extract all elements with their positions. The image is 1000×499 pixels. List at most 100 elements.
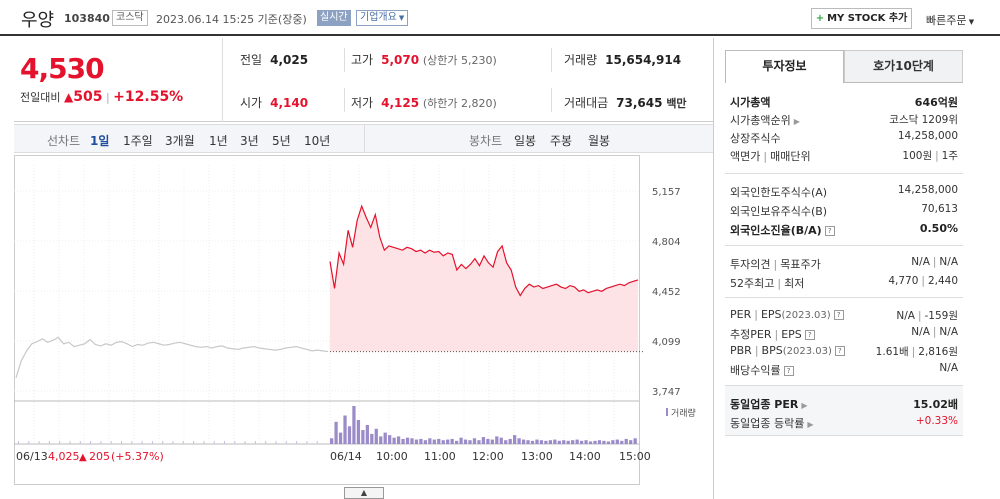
eps-year: (2023.03) (781, 310, 831, 321)
high-value: 5,070 (381, 53, 420, 67)
mystock-add-label: MY STOCK 추가 (827, 13, 908, 24)
bps-label: BPS (761, 344, 783, 357)
help-icon[interactable]: ? (804, 330, 815, 340)
quick-order-button[interactable]: 빠른주문 ▼ (926, 12, 974, 28)
change-label: 전일대비 (20, 91, 61, 104)
volume-bar (296, 441, 298, 444)
x-tick-label: 15:00 (619, 450, 651, 463)
week52-low-label: 최저 (784, 277, 805, 290)
volume-bars (18, 406, 637, 444)
upper-limit: (상한가 5,230) (422, 54, 497, 67)
volume-bar (553, 439, 557, 444)
volume-bar (521, 439, 526, 444)
tab-1day[interactable]: 1일 (90, 134, 110, 148)
volume-bar (338, 432, 343, 444)
company-overview-label: 기업개요 (360, 12, 397, 23)
volume-bar (579, 440, 584, 444)
line-chart-label: 선차트 (47, 134, 81, 148)
volume-bar (316, 441, 318, 444)
tab-3month[interactable]: 3개월 (165, 134, 195, 148)
price-chart[interactable]: 5,157 4,804 4,452 4,099 3,747 거래량 06/14 10:00 1… (14, 155, 714, 485)
lower-limit: (하한가 2,820) (422, 97, 497, 110)
tab-underline (844, 82, 963, 83)
prev-day-change: 205 (89, 450, 110, 463)
volume-bar (508, 438, 512, 444)
per-value: N/A (896, 310, 915, 322)
tab-invest-info[interactable]: 투자정보 (725, 50, 844, 83)
open-price: 시가 4,140 (240, 94, 308, 111)
chevron-right-icon: ▶ (807, 420, 814, 429)
volume-bar (90, 441, 92, 444)
tab-order-book[interactable]: 호가10단계 (844, 50, 963, 83)
trade-amount: 거래대금 73,645 백만 (564, 94, 687, 111)
tab-monthly-candle[interactable]: 월봉 (588, 134, 611, 148)
tab-5year[interactable]: 5년 (272, 134, 291, 148)
volume-bar (59, 441, 61, 444)
sector-rate-row: 동일업종 등락률 ▶ +0.33% (730, 413, 958, 431)
tab-weekly-candle[interactable]: 주봉 (550, 134, 573, 148)
foreign-group: 외국인한도주식수(A) 14,258,000 외국인보유주식수(B) 70,613 … (725, 174, 963, 246)
help-icon[interactable]: ? (824, 226, 835, 236)
up-triangle-icon: ▲ (63, 90, 74, 104)
volume-legend-swatch (666, 408, 668, 416)
up-triangle-icon: ▲ (79, 452, 87, 463)
volume-bar (499, 437, 503, 444)
volume-bar (265, 441, 267, 444)
tab-3year[interactable]: 3년 (240, 134, 259, 148)
top-bar: 우양 103840 코스닥 2023.06.14 15:25 기준(장중) 실시… (0, 0, 1000, 36)
volume-bar (548, 440, 552, 444)
foreign-own-row: 외국인보유주식수(B) 70,613 (730, 201, 958, 219)
tab-1year[interactable]: 1년 (209, 134, 228, 148)
volume-bar (396, 436, 401, 444)
prev-day-label: 06/13 (16, 450, 48, 463)
help-icon[interactable]: ? (783, 366, 794, 376)
volume-bar (275, 441, 277, 444)
volume-bar (437, 438, 441, 444)
eps-value: -159원 (924, 310, 959, 322)
dividend-row: 배당수익률? N/A (730, 360, 958, 378)
mystock-add-button[interactable]: + MY STOCK 추가 (811, 8, 912, 29)
today-area (330, 206, 638, 352)
volume-bar (193, 441, 195, 444)
volume-bar (361, 430, 365, 444)
bps-year: (2023.03) (782, 346, 832, 357)
x-tick-label: 13:00 (521, 450, 553, 463)
volume-bar (584, 440, 588, 444)
divider (344, 88, 345, 112)
help-icon[interactable]: ? (833, 310, 844, 320)
x-tick-label: 11:00 (424, 450, 456, 463)
listed-shares-value: 14,258,000 (897, 130, 958, 142)
volume-bar (213, 441, 215, 444)
y-tick-label: 4,452 (652, 287, 681, 298)
chart-collapse-button[interactable]: ▲ (344, 487, 384, 499)
volume-bar (18, 441, 19, 444)
candle-chart-label: 봉차트 (469, 134, 503, 148)
tab-1week[interactable]: 1주일 (123, 134, 153, 148)
chart-grid (14, 155, 640, 485)
prev-close-value: 4,025 (270, 53, 309, 67)
quote-datetime: 2023.06.14 15:25 기준(장중) (156, 13, 307, 26)
opinion-label: 투자의견 (730, 258, 771, 271)
pbr-label: PBR (730, 344, 752, 357)
volume-bar (450, 438, 454, 444)
current-price-box: 4,530 전일대비 ▲505 | +12.55% (14, 38, 223, 122)
market-cap-rank-row: 시가총액순위 ▶ 코스닥 1209위 (730, 110, 958, 128)
listed-shares-label: 상장주식수 (730, 132, 781, 145)
divider (551, 48, 552, 72)
trade-amount-label: 거래대금 (564, 96, 609, 110)
est-per-value: N/A (911, 326, 930, 338)
company-overview-button[interactable]: 기업개요 ▼ (356, 10, 409, 26)
help-icon[interactable]: ? (834, 346, 845, 356)
tab-daily-candle[interactable]: 일봉 (514, 134, 537, 148)
foreign-limit-row: 외국인한도주식수(A) 14,258,000 (730, 182, 958, 200)
x-tick-label: 06/14 (330, 450, 362, 463)
volume-bar (121, 441, 122, 444)
week52-high-label: 52주최고 (730, 277, 775, 290)
est-per-eps-row: 추정PER | EPS? N/A | N/A (730, 326, 958, 341)
volume-bar (370, 433, 374, 444)
dividend-label: 배당수익률 (730, 364, 781, 377)
sector-per-row: 동일업종 PER ▶ 15.02배 (730, 394, 958, 412)
volume-bar (392, 437, 396, 444)
tab-10year[interactable]: 10년 (304, 134, 331, 148)
pbr-value: 1.61배 (875, 346, 909, 358)
